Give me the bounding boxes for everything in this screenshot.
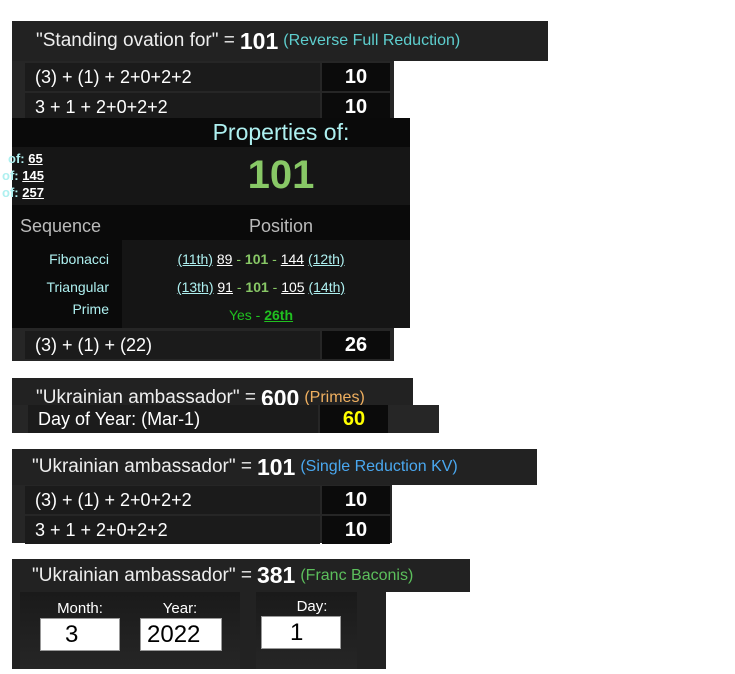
- breakdown-row: 3 + 1 + 2+0+2+2 10: [25, 92, 394, 121]
- row-expr: Day of Year: (Mar-1): [28, 405, 318, 433]
- label: of:: [2, 185, 19, 200]
- row-num: 60: [320, 405, 388, 433]
- year-label: Year:: [162, 600, 198, 617]
- row-expr: 3 + 1 + 2+0+2+2: [25, 92, 320, 121]
- block2-row: Day of Year: (Mar-1) 60: [12, 405, 439, 433]
- link[interactable]: (11th): [177, 251, 213, 267]
- link[interactable]: 91: [217, 279, 233, 295]
- breakdown-row: 3 + 1 + 2+0+2+2 10: [25, 515, 392, 544]
- link[interactable]: (14th): [308, 279, 346, 295]
- label: of:: [2, 168, 19, 183]
- block1-rows: (3) + (1) + 2+0+2+2 10 3 + 1 + 2+0+2+2 10: [12, 61, 394, 121]
- current: 101: [245, 279, 269, 295]
- row-expr: (3) + (1) + 2+0+2+2: [25, 485, 320, 514]
- breakdown-row: (3) + (1) + 2+0+2+2 10: [25, 485, 392, 514]
- prime-text: Yes -: [228, 307, 265, 323]
- related-link[interactable]: 65: [28, 151, 43, 166]
- gematria-value: 101: [239, 27, 279, 54]
- link[interactable]: 105: [281, 279, 305, 295]
- row-num: 10: [322, 62, 390, 91]
- col-sequence: Sequence: [20, 216, 102, 236]
- properties-popup: Properties of: of: 65 of: 145 of: 257 10…: [2, 118, 410, 329]
- date-panel: Month: Year: Day: 3 2022 1: [12, 592, 386, 669]
- block3-header: "Ukrainian ambassador" = 101 (Single Red…: [12, 449, 537, 485]
- block2-header: "Ukrainian ambassador" = 600 (Primes): [12, 378, 413, 411]
- phrase: "Standing ovation for" =: [36, 30, 235, 51]
- sequence-name: Triangular: [46, 279, 109, 295]
- breakdown-row: (3) + (1) + (22) 26: [25, 330, 394, 359]
- row-num: 10: [322, 485, 390, 514]
- phrase: "Ukrainian ambassador" =: [32, 564, 252, 586]
- related-link[interactable]: 257: [22, 185, 44, 200]
- sequence-name: Fibonacci: [49, 251, 109, 267]
- gematria-value: 381: [256, 562, 296, 588]
- month-label: Month:: [57, 600, 103, 617]
- block3-rows: (3) + (1) + 2+0+2+2 10 3 + 1 + 2+0+2+2 10: [12, 485, 392, 544]
- year-input[interactable]: 2022: [140, 618, 222, 651]
- label: of:: [8, 151, 25, 166]
- link[interactable]: (12th): [307, 251, 345, 267]
- sequence-name: Prime: [72, 301, 109, 317]
- cipher-name[interactable]: (Reverse Full Reduction): [283, 32, 461, 49]
- fibonacci-position: (11th) 89 - 101 - 144 (12th): [177, 251, 345, 267]
- related-link[interactable]: 145: [22, 168, 44, 183]
- month-input[interactable]: 3: [40, 618, 120, 651]
- row-num: 26: [322, 330, 390, 359]
- row-expr: (3) + (1) + (22): [25, 330, 320, 359]
- prime-link[interactable]: 26th: [264, 307, 294, 323]
- block4-header: "Ukrainian ambassador" = 381 (Franc Baco…: [12, 559, 470, 592]
- link[interactable]: (13th): [176, 279, 214, 295]
- row-expr: (3) + (1) + 2+0+2+2: [25, 62, 320, 91]
- cipher-name[interactable]: (Primes): [304, 389, 365, 406]
- row-expr: 3 + 1 + 2+0+2+2: [25, 515, 320, 544]
- cipher-name[interactable]: (Single Reduction KV): [300, 458, 458, 475]
- breakdown-row: (3) + (1) + 2+0+2+2 10: [25, 62, 394, 91]
- block1-header: "Standing ovation for" = 101 (Reverse Fu…: [12, 21, 548, 61]
- day-label: Day:: [296, 598, 328, 615]
- col-position: Position: [248, 216, 314, 236]
- current: 101: [244, 251, 269, 267]
- phrase: "Ukrainian ambassador" =: [32, 456, 252, 477]
- related-numbers: of: 65 of: 145 of: 257: [2, 150, 44, 201]
- block1-last-row: (3) + (1) + (22) 26: [12, 328, 394, 361]
- triangular-position: (13th) 91 - 101 - 105 (14th): [176, 279, 346, 295]
- phrase: "Ukrainian ambassador" =: [36, 387, 256, 408]
- link[interactable]: 89: [216, 251, 233, 267]
- day-input[interactable]: 1: [261, 616, 341, 649]
- cipher-name[interactable]: (Franc Baconis): [300, 566, 414, 584]
- row-num: 10: [322, 92, 390, 121]
- popup-title: Properties of:: [212, 119, 350, 145]
- popup-number: 101: [247, 153, 315, 197]
- link[interactable]: 144: [280, 251, 305, 267]
- prime-position: Yes - 26th: [122, 301, 400, 329]
- gematria-value: 101: [256, 453, 296, 480]
- row-num: 10: [322, 515, 390, 544]
